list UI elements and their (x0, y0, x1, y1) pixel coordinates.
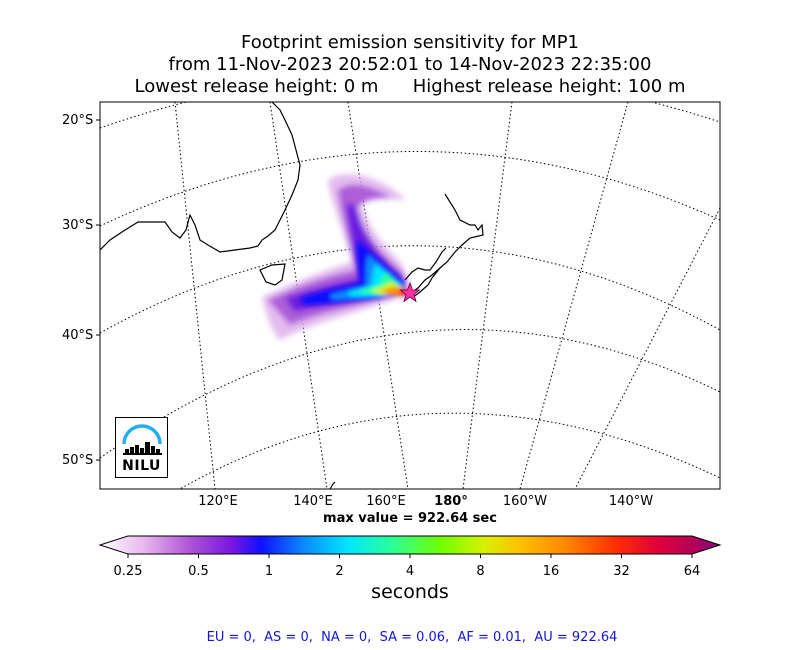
nilu-logo: NILU (115, 417, 168, 478)
footprint-plume (262, 174, 409, 340)
max-value-text: max value = 922.64 sec (323, 511, 497, 526)
colorbar-tick: 0.25 (113, 564, 143, 579)
lon-label-140e: 140°E (293, 494, 333, 509)
lon-label-180: 180° (434, 494, 468, 509)
lat-label-40s: 40°S (62, 328, 94, 343)
map-title: Footprint emission sensitivity for MP1 (240, 32, 579, 53)
colorbar-tick: 1 (264, 564, 274, 579)
region-summary: EU = 0, AS = 0, NA = 0, SA = 0.06, AF = … (206, 630, 618, 645)
release-heights: Lowest release height: 0 m Highest relea… (134, 76, 686, 97)
lat-ticks (96, 119, 100, 461)
lon-label-160w: 160°W (502, 494, 548, 509)
lat-label-50s: 50°S (62, 453, 94, 468)
colorbar-tick: 32 (613, 564, 630, 579)
colorbar-tick: 2 (335, 564, 344, 579)
nilu-logo-text: NILU (122, 458, 161, 474)
colorbar-tick: 16 (542, 564, 560, 579)
lon-label-140w: 140°W (608, 494, 654, 509)
colorbar (98, 535, 722, 558)
map-frame (99, 101, 721, 490)
coastlines (100, 102, 484, 489)
colorbar-tick: 4 (405, 564, 415, 579)
colorbar-tick: 0.5 (188, 564, 209, 579)
lon-label-120e: 120°E (198, 494, 238, 509)
colorbar-label: seconds (371, 581, 449, 603)
colorbar-tick: 8 (476, 564, 485, 579)
map-period: from 11-Nov-2023 20:52:01 to 14-Nov-2023… (168, 54, 652, 75)
lat-label-30s: 30°S (62, 218, 94, 233)
colorbar-tick: 64 (683, 564, 701, 579)
star-marker-icon (399, 281, 421, 303)
latitude-gridlines (100, 102, 720, 489)
lon-label-160e: 160°E (366, 494, 406, 509)
longitude-gridlines (174, 102, 720, 489)
lat-label-20s: 20°S (62, 113, 94, 128)
nilu-logo-icon (122, 424, 162, 455)
